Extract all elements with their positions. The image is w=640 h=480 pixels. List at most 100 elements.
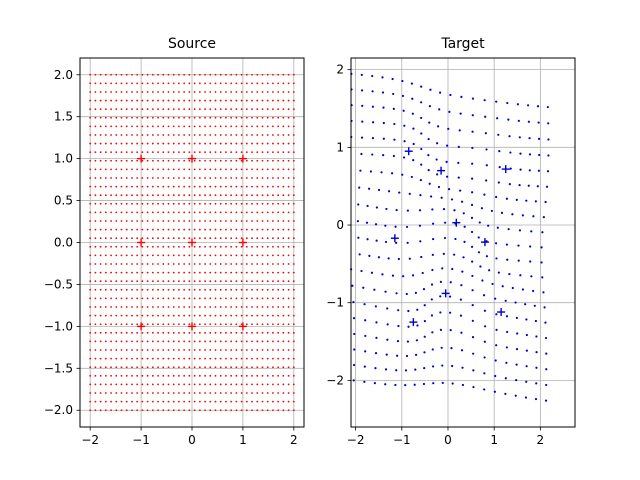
source-point — [204, 349, 206, 351]
source-point — [204, 237, 206, 240]
source-point — [172, 142, 175, 145]
source-point — [178, 91, 180, 93]
source-point — [167, 314, 170, 317]
target-point — [394, 225, 397, 228]
source-point — [178, 245, 180, 248]
source-point — [282, 211, 285, 214]
source-point — [261, 73, 264, 76]
source-point — [157, 314, 159, 317]
source-point — [204, 91, 206, 93]
source-point — [188, 392, 191, 394]
source-point — [157, 306, 159, 308]
source-point — [157, 340, 159, 343]
source-point — [89, 383, 92, 386]
source-point — [115, 288, 118, 291]
source-point — [110, 108, 112, 111]
target-point — [431, 222, 435, 225]
target-point — [494, 297, 497, 300]
source-point — [235, 323, 238, 326]
source-point — [209, 194, 212, 197]
source-point — [272, 91, 274, 93]
source-point — [104, 357, 107, 360]
source-point — [178, 125, 180, 128]
source-point — [94, 228, 97, 231]
source-point — [251, 116, 253, 119]
target-point — [440, 196, 443, 199]
source-point — [277, 134, 280, 136]
source-point — [204, 202, 206, 205]
source-point — [214, 306, 217, 308]
target-point — [545, 383, 548, 387]
source-point — [120, 82, 123, 85]
source-point — [125, 108, 128, 111]
source-point — [251, 151, 253, 154]
source-point — [272, 340, 274, 343]
source-point — [272, 323, 274, 326]
target-control-marker — [404, 147, 413, 156]
source-point — [151, 91, 154, 93]
target-point — [470, 203, 474, 206]
source-point — [141, 314, 144, 317]
target-point — [384, 224, 387, 227]
source-point — [272, 374, 274, 377]
source-point — [219, 280, 222, 283]
source-point — [272, 306, 274, 308]
source-point — [188, 82, 191, 85]
source-point — [162, 73, 165, 76]
source-point — [272, 392, 274, 394]
source-point — [94, 392, 97, 394]
target-point — [449, 329, 452, 332]
source-point — [188, 142, 191, 145]
source-point — [183, 116, 186, 119]
source-point — [245, 177, 248, 179]
source-point — [146, 392, 149, 394]
source-point — [193, 73, 196, 76]
source-panel: Source −2 −1 0 1 2 −2.0−1.5−1.0−0.50.00.51.0… — [44, 36, 305, 447]
source-point — [266, 237, 269, 240]
source-point — [94, 314, 97, 317]
source-point — [167, 220, 170, 222]
target-point — [410, 82, 413, 85]
source-point — [136, 116, 139, 119]
source-point — [282, 357, 285, 360]
source-point — [292, 297, 295, 300]
source-point — [251, 383, 253, 386]
source-point — [141, 271, 144, 274]
source-point — [245, 349, 248, 351]
source-point — [245, 245, 248, 248]
source-point — [261, 245, 264, 248]
source-point — [240, 254, 243, 257]
source-y-tick-label: −1.0 — [44, 319, 73, 333]
target-point — [371, 74, 374, 78]
target-point — [470, 216, 474, 219]
target-point — [534, 319, 537, 323]
source-point — [104, 142, 107, 145]
target-point — [544, 321, 547, 324]
source-point — [292, 125, 295, 128]
source-point — [287, 323, 290, 326]
source-point — [193, 374, 196, 377]
source-point — [104, 323, 107, 326]
source-point — [209, 374, 212, 377]
source-point — [94, 349, 97, 351]
target-point — [393, 138, 396, 141]
source-point — [151, 409, 154, 412]
source-y-tick-label: −2.0 — [44, 403, 73, 417]
source-point — [94, 306, 97, 308]
source-point — [245, 280, 248, 283]
source-point — [256, 168, 259, 171]
source-point — [183, 271, 186, 274]
source-point — [240, 263, 243, 265]
target-control-marker — [390, 234, 399, 243]
source-point — [89, 125, 92, 128]
target-point — [471, 260, 474, 263]
source-point — [125, 271, 128, 274]
source-point — [183, 220, 186, 222]
source-point — [120, 202, 123, 205]
target-point — [414, 368, 417, 371]
source-point — [125, 134, 128, 136]
source-point — [282, 237, 285, 240]
target-point — [442, 252, 445, 255]
source-point — [230, 116, 233, 119]
source-point — [151, 125, 154, 128]
